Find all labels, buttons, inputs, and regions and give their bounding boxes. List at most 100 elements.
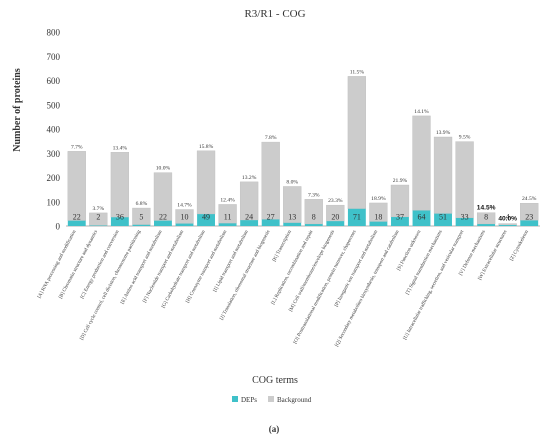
bar-deps — [154, 220, 172, 226]
bar-count-label: 64 — [418, 213, 426, 222]
bar-percent-label: 7.8% — [265, 135, 277, 141]
bar-count-label: 36 — [116, 213, 124, 222]
bar-percent-label: 21.9% — [393, 178, 408, 184]
bar-count-label: 51 — [439, 213, 447, 222]
bar-count-label: 27 — [267, 213, 275, 222]
bar-deps — [434, 213, 452, 226]
bar-count-label: 23 — [525, 213, 533, 222]
x-tick-label: [G] Carbohydrate transport and metabolis… — [161, 230, 207, 310]
bar-deps — [304, 224, 323, 226]
y-tick-label: 600 — [47, 76, 61, 86]
y-tick-label: 400 — [47, 125, 61, 135]
bar-percent-label: 13.2% — [242, 175, 257, 181]
legend-label-background: Background — [277, 396, 312, 404]
bar-count-label: 2 — [96, 213, 100, 222]
legend: DEPs Background — [232, 396, 312, 404]
bar-deps — [391, 217, 409, 226]
bar-deps — [520, 220, 539, 226]
bar-count-label: 22 — [73, 213, 81, 222]
x-tick-label: [K] Transcription — [272, 229, 293, 263]
bar-deps — [412, 210, 431, 226]
bar-percent-label: 10.0% — [156, 166, 171, 172]
x-tick-label: [L] Replication, recombination and repai… — [271, 229, 315, 305]
panel-label: (a) — [269, 424, 280, 434]
bar-deps — [477, 224, 496, 226]
bar-percent-label: 11.5% — [350, 69, 365, 75]
bar-background — [218, 204, 237, 224]
x-tick-label: [J] Translation, ribosomal structure and… — [220, 230, 272, 322]
bar-count-label: 24 — [245, 213, 253, 222]
bar-deps — [240, 220, 259, 226]
legend-label-deps: DEPs — [241, 396, 257, 404]
bar-background — [412, 115, 431, 211]
bar-deps — [110, 217, 129, 226]
bar-count-label: 20 — [331, 213, 339, 222]
bar-percent-label: 23.3% — [328, 198, 343, 204]
x-tick-label: [F] Nucleotide transport and metabolism — [143, 229, 186, 303]
bar-percent-label: 7.7% — [71, 144, 83, 150]
bar-percent-label: 13.9% — [436, 130, 451, 136]
bar-count-label: 33 — [461, 213, 469, 222]
x-tick-label: [B] Chromatin structure and dynamics — [59, 230, 100, 300]
bar-percent-label: 9.5% — [459, 135, 471, 141]
bars: 22 7.7% 23.7% 36 13.4% 5 6.8% 22 10.0% 10 14.7% 49 1… — [67, 69, 539, 226]
bar-count-label: 22 — [159, 213, 167, 222]
bar-percent-label: 6.8% — [136, 201, 148, 207]
bar-percent-label: 12.4% — [220, 197, 235, 203]
x-tick-label: [A] RNA processing and modification — [37, 229, 78, 299]
bar-percent-label: 24.5% — [522, 196, 537, 202]
bar-count-label: 49 — [202, 213, 210, 222]
bar-count-label: 13 — [288, 213, 296, 222]
y-axis-label: Number of proteins — [12, 68, 23, 152]
bar-percent-label: 15.8% — [199, 144, 214, 150]
bar-deps — [326, 221, 345, 226]
bar-deps — [175, 223, 194, 226]
y-tick-label: 800 — [47, 28, 61, 38]
y-tick-label: 100 — [47, 197, 61, 207]
bar-count-label: 11 — [224, 213, 232, 222]
legend-swatch-deps — [232, 396, 238, 402]
bar-percent-label: 14.5% — [477, 205, 496, 212]
bar-percent-label: 14.7% — [177, 203, 192, 209]
bar-background — [196, 150, 216, 215]
bar-count-label: 37 — [396, 213, 404, 222]
x-tick-label: [Z] Cytoskeleton — [510, 229, 531, 262]
y-tick-label: 300 — [47, 149, 61, 159]
bar-deps — [132, 224, 151, 226]
bar-background — [498, 223, 517, 226]
bar-deps — [218, 223, 237, 226]
x-tick-label: [C] Energy production and conversion — [80, 229, 121, 300]
x-axis: [A] RNA processing and modification[B] C… — [37, 229, 530, 348]
bar-background — [433, 136, 453, 214]
bar-count-label: 4 — [506, 213, 510, 222]
bar-deps — [261, 219, 280, 226]
bar-percent-label: 40.0% — [498, 216, 517, 223]
legend-swatch-background — [268, 396, 274, 402]
y-tick-label: 700 — [47, 52, 61, 62]
x-tick-label: [H] Coenzyme transport and metabolism — [186, 230, 229, 305]
x-tick-label: [T] Signal transduction mechanisms — [405, 230, 443, 296]
bar-background — [110, 152, 130, 218]
bar-deps — [67, 220, 86, 226]
y-tick-label: 0 — [56, 222, 61, 232]
bar-count-label: 71 — [353, 213, 361, 222]
y-tick-label: 200 — [47, 173, 61, 183]
bar-background — [67, 151, 86, 221]
bar-background — [132, 207, 151, 225]
bar-deps — [283, 222, 302, 226]
bar-percent-label: 18.9% — [371, 196, 386, 202]
bar-percent-label: 14.1% — [414, 109, 429, 115]
bar-deps — [369, 221, 388, 226]
bar-deps — [498, 225, 517, 226]
bar-count-label: 18 — [374, 213, 382, 222]
bar-count-label: 8 — [484, 213, 488, 222]
bar-count-label: 5 — [139, 213, 143, 222]
bar-background — [347, 76, 367, 209]
bar-count-label: 8 — [312, 213, 316, 222]
x-tick-label: [P] Inorganic ion transport and metaboli… — [334, 229, 379, 308]
bar-background — [261, 141, 280, 220]
bar-percent-label: 13.4% — [113, 145, 128, 151]
bar-deps — [197, 214, 215, 226]
y-tick-label: 500 — [47, 100, 61, 110]
x-tick-label: [M] Cell wall/membrane/envelope biogenes… — [289, 230, 336, 313]
